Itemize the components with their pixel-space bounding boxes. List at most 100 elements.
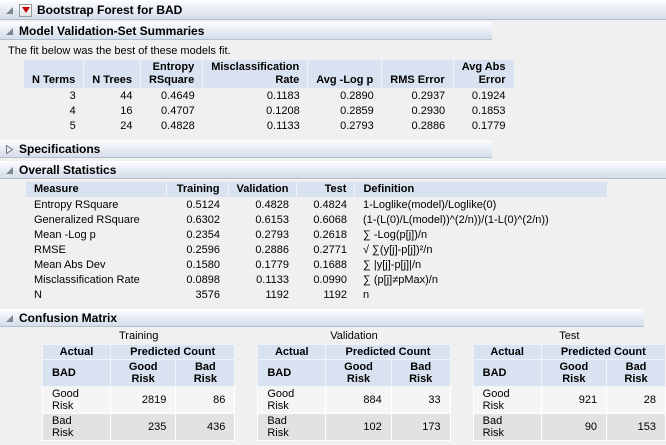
- column-header: Avg -Log p: [307, 60, 382, 88]
- value-cell: 0.2937: [411, 89, 446, 102]
- disclosure-open-icon: [5, 314, 13, 322]
- count-cell: 28: [606, 386, 666, 414]
- measure-label: RMSE: [34, 243, 66, 256]
- disclosure-open-icon: [5, 166, 13, 174]
- table-row: Misclassification Rate 0.0898 0.1133 0.0…: [26, 272, 607, 287]
- value-cell: 3576: [195, 288, 220, 301]
- table-row: 4 16 0.4707 0.1208 0.2859 0.2930 0.1853: [24, 103, 514, 118]
- overall-statistics-table: Measure Training Validation Test Definit…: [26, 182, 607, 302]
- confusion-block-validation: Validation Actual Predicted Count BAD Go…: [257, 330, 451, 441]
- column-header: Good Risk: [109, 359, 177, 387]
- value-cell: 0.2793: [340, 119, 374, 132]
- header-row: N Terms N Trees Entropy RSquare Misclass…: [24, 60, 514, 88]
- confusion-disclosure-button[interactable]: [4, 313, 14, 323]
- value-cell: 0.5124: [186, 198, 220, 211]
- value-cell: 0.2859: [340, 104, 374, 117]
- value-cell: 0.2618: [313, 228, 347, 241]
- predicted-count-header: Predicted Count: [109, 344, 236, 360]
- value-cell: 0.1133: [266, 119, 300, 132]
- table-row: Bad Risk 90 153: [472, 413, 666, 441]
- row-label: Bad Risk: [42, 413, 111, 441]
- definition-cell: 1-Loglike(model)/Loglike(0): [362, 198, 497, 211]
- table-row: Generalized RSquare 0.6302 0.6153 0.6068…: [26, 212, 607, 227]
- section-title: Confusion Matrix: [19, 311, 117, 325]
- table-row: Mean Abs Dev 0.1580 0.1779 0.1688 ∑ |y[j…: [26, 257, 607, 272]
- value-cell: 0.6302: [186, 213, 220, 226]
- count-cell: 884: [325, 386, 392, 414]
- report-disclosure-button[interactable]: [4, 5, 14, 15]
- column-header: N Trees: [83, 60, 141, 88]
- actual-header: Actual: [472, 344, 542, 360]
- table-row: Good Risk 884 33: [257, 386, 451, 414]
- disclosure-open-icon: [5, 27, 13, 35]
- table-row: Entropy RSquare 0.5124 0.4828 0.4824 1-L…: [26, 197, 607, 212]
- count-cell: 102: [325, 413, 392, 441]
- value-cell: 3: [69, 89, 76, 102]
- count-cell: 2819: [109, 386, 177, 414]
- definition-cell: ∑ -Log(p[j])/n: [362, 228, 428, 241]
- column-header: Entropy RSquare: [139, 60, 203, 88]
- value-cell: 0.0898: [186, 273, 220, 286]
- count-cell: 90: [540, 413, 608, 441]
- count-cell: 33: [390, 386, 451, 414]
- confusion-matrix-validation-table: Actual Predicted Count BAD Good Risk Bad…: [257, 344, 451, 441]
- matrix-caption: Test: [559, 330, 580, 342]
- overall-disclosure-button[interactable]: [4, 165, 14, 175]
- confusion-matrix-group: Training Actual Predicted Count BAD Good…: [42, 330, 666, 441]
- header-row: BAD Good Risk Bad Risk: [42, 359, 236, 387]
- section-header-overall-statistics: Overall Statistics: [0, 161, 666, 179]
- value-cell: 0.1208: [266, 104, 300, 117]
- header-row: Actual Predicted Count: [257, 344, 451, 360]
- section-header-validation-summaries: Model Validation-Set Summaries: [0, 22, 492, 40]
- value-cell: 0.2930: [411, 104, 446, 117]
- definition-cell: (1-(L(0)/L(model))^(2/n))/(1-L(0)^(2/n)): [362, 213, 549, 226]
- validation-disclosure-button[interactable]: [4, 26, 14, 36]
- value-cell: 0.1580: [186, 258, 220, 271]
- measure-label: Mean Abs Dev: [34, 258, 106, 271]
- count-cell: 921: [540, 386, 608, 414]
- value-cell: 0.1183: [266, 89, 300, 102]
- count-cell: 173: [390, 413, 451, 441]
- definition-cell: ∑ |y[j]-p[j]|/n: [362, 258, 422, 271]
- value-cell: 24: [120, 119, 133, 132]
- column-header: Misclassification Rate: [202, 60, 308, 88]
- disclosure-closed-icon: [5, 144, 13, 154]
- table-row: N 3576 1192 1192 n: [26, 287, 607, 302]
- count-cell: 235: [109, 413, 177, 441]
- value-cell: 0.4828: [161, 119, 195, 132]
- header-row: Measure Training Validation Test Definit…: [26, 182, 607, 197]
- value-cell: 0.4824: [313, 198, 347, 211]
- table-row: Mean -Log p 0.2354 0.2793 0.2618 ∑ -Log(…: [26, 227, 607, 242]
- disclosure-open-icon: [5, 6, 13, 14]
- specifications-disclosure-button[interactable]: [4, 144, 14, 154]
- value-cell: 0.1133: [256, 273, 289, 286]
- red-triangle-menu-button[interactable]: [19, 3, 32, 17]
- value-cell: 0.2890: [340, 89, 374, 102]
- column-header: Bad Risk: [390, 359, 451, 387]
- value-cell: 0.1688: [313, 258, 347, 271]
- value-cell: 0.6153: [255, 213, 289, 226]
- confusion-block-training: Training Actual Predicted Count BAD Good…: [42, 330, 236, 441]
- value-cell: 44: [120, 89, 133, 102]
- definition-cell: n: [362, 288, 370, 301]
- row-label: Good Risk: [472, 386, 542, 414]
- value-cell: 1192: [265, 288, 289, 301]
- header-row: BAD Good Risk Bad Risk: [472, 359, 666, 387]
- row-label: Bad Risk: [472, 413, 542, 441]
- column-header: Test: [296, 182, 355, 197]
- red-triangle-icon: [21, 7, 30, 13]
- column-header: N Terms: [24, 60, 84, 88]
- section-title: Model Validation-Set Summaries: [19, 24, 205, 38]
- count-cell: 86: [175, 386, 236, 414]
- table-row: Good Risk 2819 86: [42, 386, 236, 414]
- value-cell: 0.2793: [255, 228, 289, 241]
- actual-header: Actual: [257, 344, 327, 360]
- confusion-matrix-training-table: Actual Predicted Count BAD Good Risk Bad…: [42, 344, 236, 441]
- response-header: BAD: [257, 359, 327, 387]
- confusion-matrix-test-table: Actual Predicted Count BAD Good Risk Bad…: [472, 344, 666, 441]
- column-header: Bad Risk: [606, 359, 666, 387]
- section-title: Specifications: [19, 142, 101, 156]
- column-header: Validation: [227, 182, 297, 197]
- measure-label: N: [34, 288, 42, 301]
- value-cell: 0.1853: [471, 104, 506, 117]
